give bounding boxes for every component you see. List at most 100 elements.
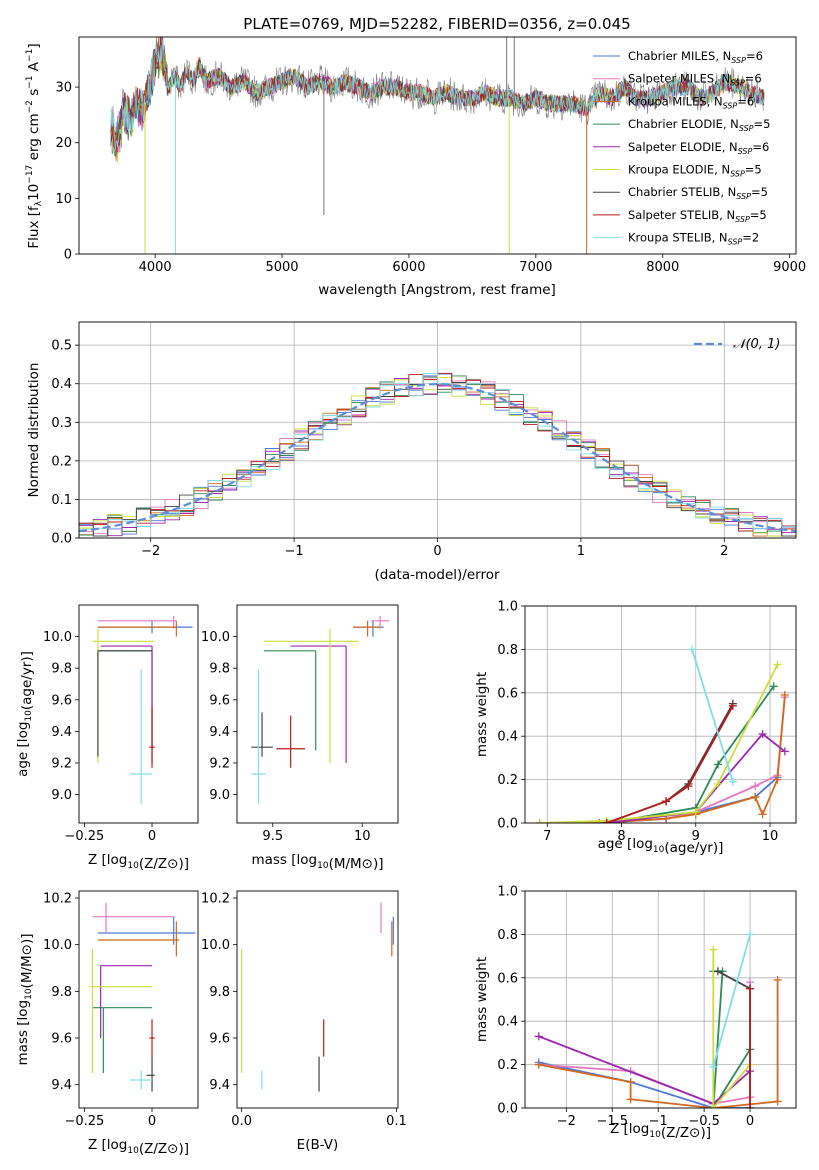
x-axis-label: E(B-V) <box>297 1137 339 1153</box>
axes-frame <box>78 890 199 1109</box>
legend-label: Salpeter ELODIE, NSSP=6 <box>628 140 769 156</box>
x-tick-label: 0.0 <box>231 1114 252 1129</box>
y-tick-label: 0.4 <box>497 1015 518 1030</box>
y-tick-label: 9.2 <box>209 756 230 771</box>
y-tick-label: 0.2 <box>497 773 518 788</box>
x-tick-label: 0 <box>433 544 441 559</box>
x-axis-label: Z [log10(Z/Z⊙)] <box>610 1121 711 1141</box>
weight-line-kroupa-miles <box>538 980 779 1108</box>
x-tick-label: 7 <box>543 829 551 844</box>
x-tick-label: 9000 <box>773 260 806 275</box>
y-tick-label: 30 <box>55 81 72 96</box>
axes-frame <box>78 321 797 539</box>
x-tick-label: 8 <box>617 829 625 844</box>
x-tick-label: −0.25 <box>64 829 104 844</box>
x-tick-label: 9.5 <box>262 829 283 844</box>
x-tick-label: 10 <box>762 829 779 844</box>
y-axis-label: age [log10(age/yr)] <box>15 651 35 777</box>
axes-frame <box>524 890 797 1109</box>
x-tick-label: 7000 <box>519 260 552 275</box>
legend-label: Salpeter MILES, NSSP=6 <box>628 72 762 88</box>
y-tick-label: 1.0 <box>497 885 518 900</box>
plot-area-mass-age <box>251 616 390 805</box>
x-axis-label: wavelength [Angstrom, rest frame] <box>318 282 556 298</box>
chart-z-age: −0.25 0 9.0 9.2 9.4 9.6 9.8 10.0 Z [log10(Z/Z⊙)]… <box>15 604 199 872</box>
plot-area-z-age <box>92 616 193 805</box>
plot-area-spectrum <box>110 37 765 254</box>
y-tick-label: 9.0 <box>51 788 72 803</box>
chart-z-mass: −0.25 0 9.4 9.6 9.8 10.0 10.2 Z [log10(Z/Z⊙)] ma… <box>15 890 199 1157</box>
x-tick-label: −2 <box>141 544 160 559</box>
axes-frame <box>78 604 199 824</box>
plot-area-z-mass <box>89 902 196 1092</box>
plot-area-age-weight <box>535 645 789 823</box>
x-axis-label: Z [log10(Z/Z⊙)] <box>88 1137 189 1157</box>
y-tick-label: 0.3 <box>51 416 72 431</box>
y-tick-label: 9.8 <box>209 662 230 677</box>
y-tick-label: 0.6 <box>497 971 518 986</box>
y-axis-label: Flux [fλ10−17 erg cm−2 s−1 A−1] <box>25 43 44 248</box>
y-axis-label: mass [log10(M/M⊙)] <box>15 933 35 1065</box>
histogram-kroupa-stelib <box>79 373 796 530</box>
figure-title: PLATE=0769, MJD=52282, FIBERID=0356, z=0… <box>243 15 630 33</box>
x-tick-label: 5000 <box>265 260 298 275</box>
x-tick-label: −2 <box>557 1114 576 1129</box>
weight-line-salpeter-elodie <box>606 732 786 823</box>
axes-frame <box>236 890 399 1109</box>
legend-label: 𝒩(0, 1) <box>733 337 780 352</box>
y-tick-label: 9.6 <box>209 1032 230 1047</box>
y-axis-label: Normed distribution <box>26 363 42 498</box>
plot-area-ebv-mass <box>241 902 394 1092</box>
x-tick-label: −1.5 <box>596 1114 628 1129</box>
chart-residuals: −2 −1 0 1 2 0.0 0.1 0.2 0.3 0.4 0.5 𝒩(0, 1) (data-mo… <box>26 321 797 583</box>
x-tick-label: 9 <box>692 829 700 844</box>
y-tick-label: 9.4 <box>51 1078 72 1093</box>
y-tick-label: 0.8 <box>497 643 518 658</box>
weight-line-kroupa-miles <box>539 694 786 823</box>
legend-label: Chabrier MILES, NSSP=6 <box>628 49 763 65</box>
x-tick-label: 0 <box>148 829 156 844</box>
y-tick-label: 10 <box>55 192 72 207</box>
y-tick-label: 0.0 <box>51 532 72 547</box>
spectrum-salpeter-stelib <box>110 37 765 153</box>
y-tick-label: 0.0 <box>497 817 518 832</box>
x-tick-label: 6000 <box>392 260 425 275</box>
spectrum-kroupa-stelib <box>110 38 765 151</box>
weight-line-kroupa-stelib <box>691 649 734 783</box>
legend-label: Kroupa STELIB, NSSP=2 <box>628 231 759 247</box>
y-axis-label: mass weight <box>474 957 490 1042</box>
x-tick-label: 8000 <box>646 260 679 275</box>
y-tick-label: 10.0 <box>201 630 230 645</box>
weight-line-salpeter-miles <box>539 697 786 823</box>
x-tick-label: 2 <box>720 544 728 559</box>
y-tick-label: 10.0 <box>201 938 230 953</box>
y-tick-label: 9.4 <box>209 1078 230 1093</box>
y-tick-label: 9.8 <box>209 985 230 1000</box>
y-tick-label: 9.6 <box>51 693 72 708</box>
x-axis-label: mass [log10(M/M⊙)] <box>251 852 383 872</box>
weight-line-salpeter-stelib <box>606 705 734 823</box>
weight-line-kroupa-stelib <box>712 934 751 1068</box>
x-axis-label: (data-model)/error <box>374 567 500 583</box>
chart-spectrum: 4000 5000 6000 7000 8000 9000 0 10 20 30 Chabrier … <box>25 36 806 298</box>
x-tick-label: −0.5 <box>688 1114 720 1129</box>
y-tick-label: 9.0 <box>209 788 230 803</box>
y-tick-label: 9.4 <box>209 725 230 740</box>
legend-label: Chabrier ELODIE, NSSP=5 <box>628 117 770 133</box>
y-tick-label: 9.4 <box>51 725 72 740</box>
y-tick-label: 0.4 <box>497 730 518 745</box>
legend-label: Kroupa MILES, NSSP=6 <box>628 94 754 110</box>
weight-line-kroupa-elodie <box>539 664 779 823</box>
x-tick-label: −1 <box>285 544 304 559</box>
y-tick-label: 9.8 <box>51 985 72 1000</box>
x-tick-label: 1 <box>577 544 585 559</box>
axes-frame <box>78 36 797 255</box>
y-tick-label: 9.6 <box>51 1032 72 1047</box>
y-tick-label: 10.0 <box>43 630 72 645</box>
y-tick-label: 9.6 <box>209 693 230 708</box>
x-tick-label: 0 <box>148 1114 156 1129</box>
y-tick-label: 0.0 <box>497 1102 518 1117</box>
y-tick-label: 9.8 <box>51 662 72 677</box>
gaussian-curve <box>79 382 796 533</box>
